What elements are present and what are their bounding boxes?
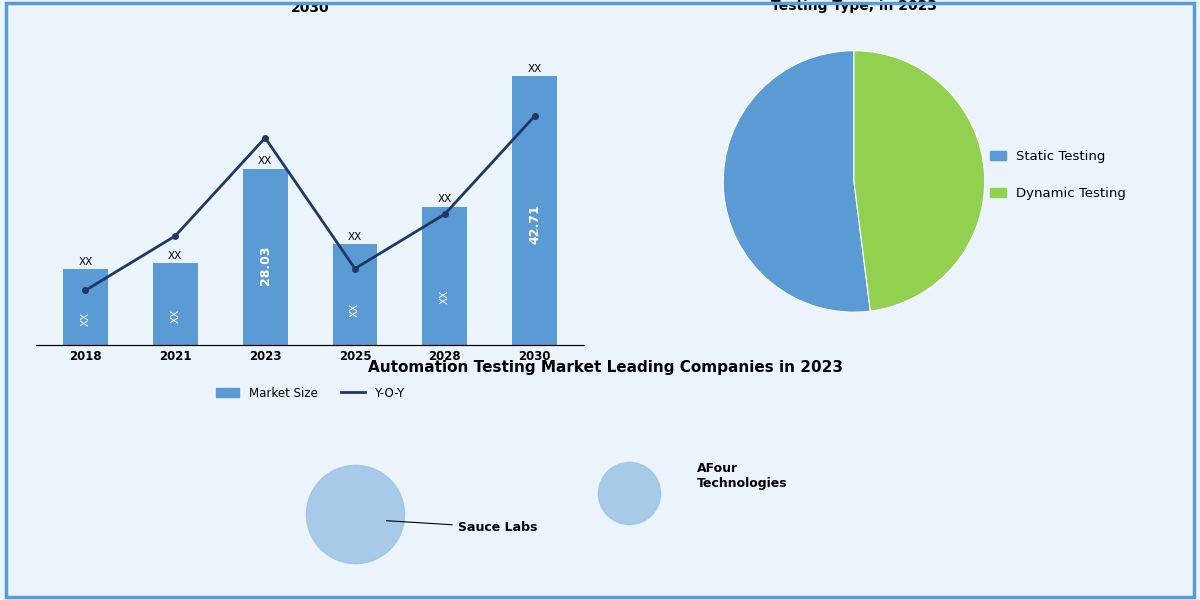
Title: Automation Testing Market Share by
Testing Type, in 2023: Automation Testing Market Share by Testi… xyxy=(710,0,997,13)
Wedge shape xyxy=(854,50,985,311)
Text: XX: XX xyxy=(78,257,92,267)
Title: Automation Testing Market Leading Companies in 2023: Automation Testing Market Leading Compan… xyxy=(368,359,844,374)
Text: 42.71: 42.71 xyxy=(528,204,541,244)
Text: XX: XX xyxy=(528,64,541,74)
Legend: Static Testing, Dynamic Testing: Static Testing, Dynamic Testing xyxy=(985,145,1132,205)
Bar xyxy=(512,76,557,345)
Text: 28.03: 28.03 xyxy=(259,246,271,286)
Text: XX: XX xyxy=(80,311,90,326)
Point xyxy=(346,509,365,519)
Bar xyxy=(62,269,108,345)
Text: AFour
Technologies: AFour Technologies xyxy=(697,462,788,490)
Text: XX: XX xyxy=(440,289,450,304)
Text: Sauce Labs: Sauce Labs xyxy=(386,521,538,534)
Text: XX: XX xyxy=(170,309,180,323)
Title: Automation Testing Market
Revenue in USD Billion, 2018-
2030: Automation Testing Market Revenue in USD… xyxy=(193,0,427,16)
Bar xyxy=(242,169,288,345)
Bar xyxy=(332,244,378,345)
Text: XX: XX xyxy=(348,232,362,242)
Text: XX: XX xyxy=(168,251,182,260)
Wedge shape xyxy=(724,50,870,312)
Point xyxy=(619,488,638,498)
Legend: Market Size, Y-O-Y: Market Size, Y-O-Y xyxy=(211,382,409,404)
Text: XX: XX xyxy=(258,156,272,166)
Bar xyxy=(152,263,198,345)
Bar xyxy=(422,206,467,345)
Text: XX: XX xyxy=(350,302,360,317)
Text: XX: XX xyxy=(438,194,452,204)
